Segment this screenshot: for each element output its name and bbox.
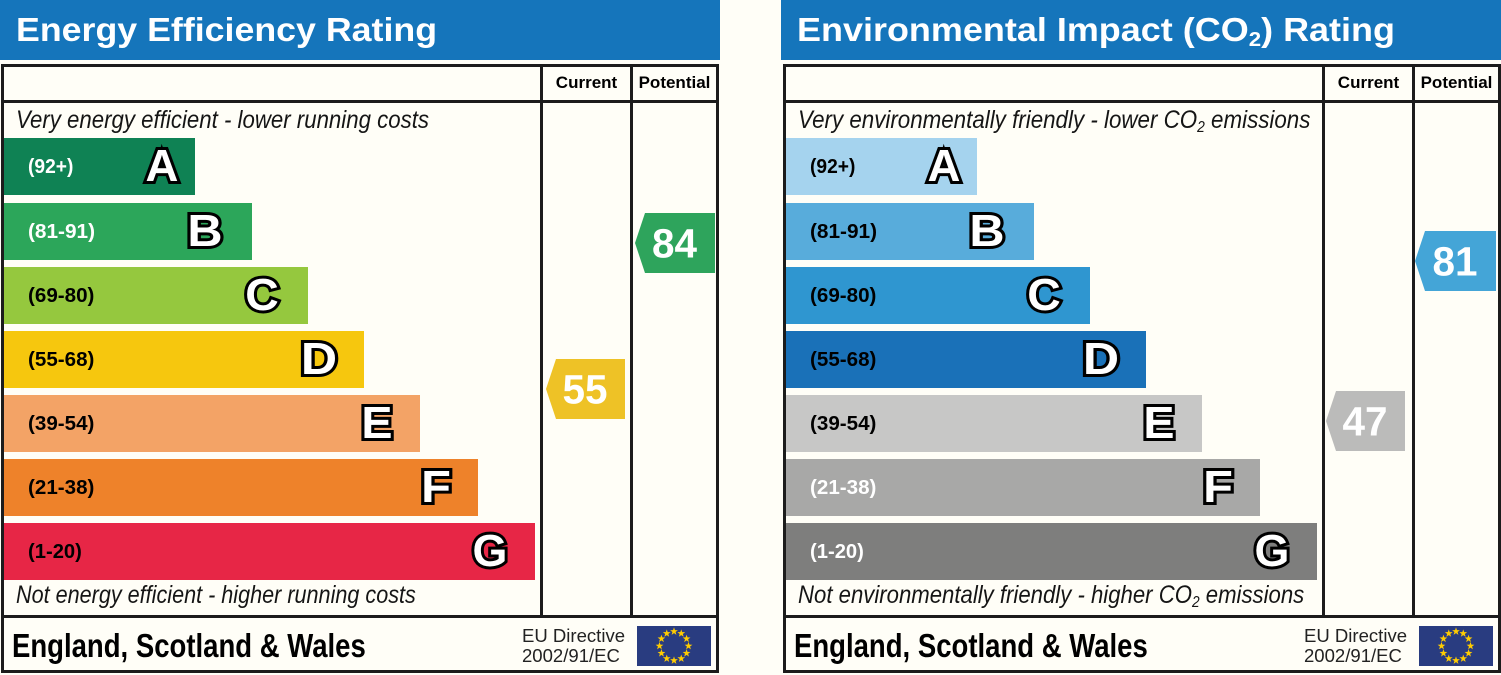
svg-text:D: D bbox=[301, 333, 337, 384]
svg-text:55: 55 bbox=[563, 367, 608, 413]
svg-text:E: E bbox=[361, 397, 392, 448]
svg-text:G: G bbox=[1254, 525, 1289, 576]
svg-text:81: 81 bbox=[1433, 239, 1478, 285]
svg-text:F: F bbox=[421, 461, 451, 512]
svg-text:B: B bbox=[969, 205, 1004, 256]
svg-text:A: A bbox=[145, 140, 178, 191]
svg-text:E: E bbox=[1143, 397, 1174, 448]
svg-text:A: A bbox=[927, 140, 960, 191]
svg-text:D: D bbox=[1083, 333, 1119, 384]
svg-text:47: 47 bbox=[1343, 399, 1388, 445]
svg-text:F: F bbox=[1203, 461, 1233, 512]
svg-text:G: G bbox=[472, 525, 507, 576]
svg-text:84: 84 bbox=[652, 221, 697, 267]
svg-text:C: C bbox=[1027, 269, 1061, 320]
svg-text:B: B bbox=[187, 205, 222, 256]
svg-text:C: C bbox=[245, 269, 279, 320]
